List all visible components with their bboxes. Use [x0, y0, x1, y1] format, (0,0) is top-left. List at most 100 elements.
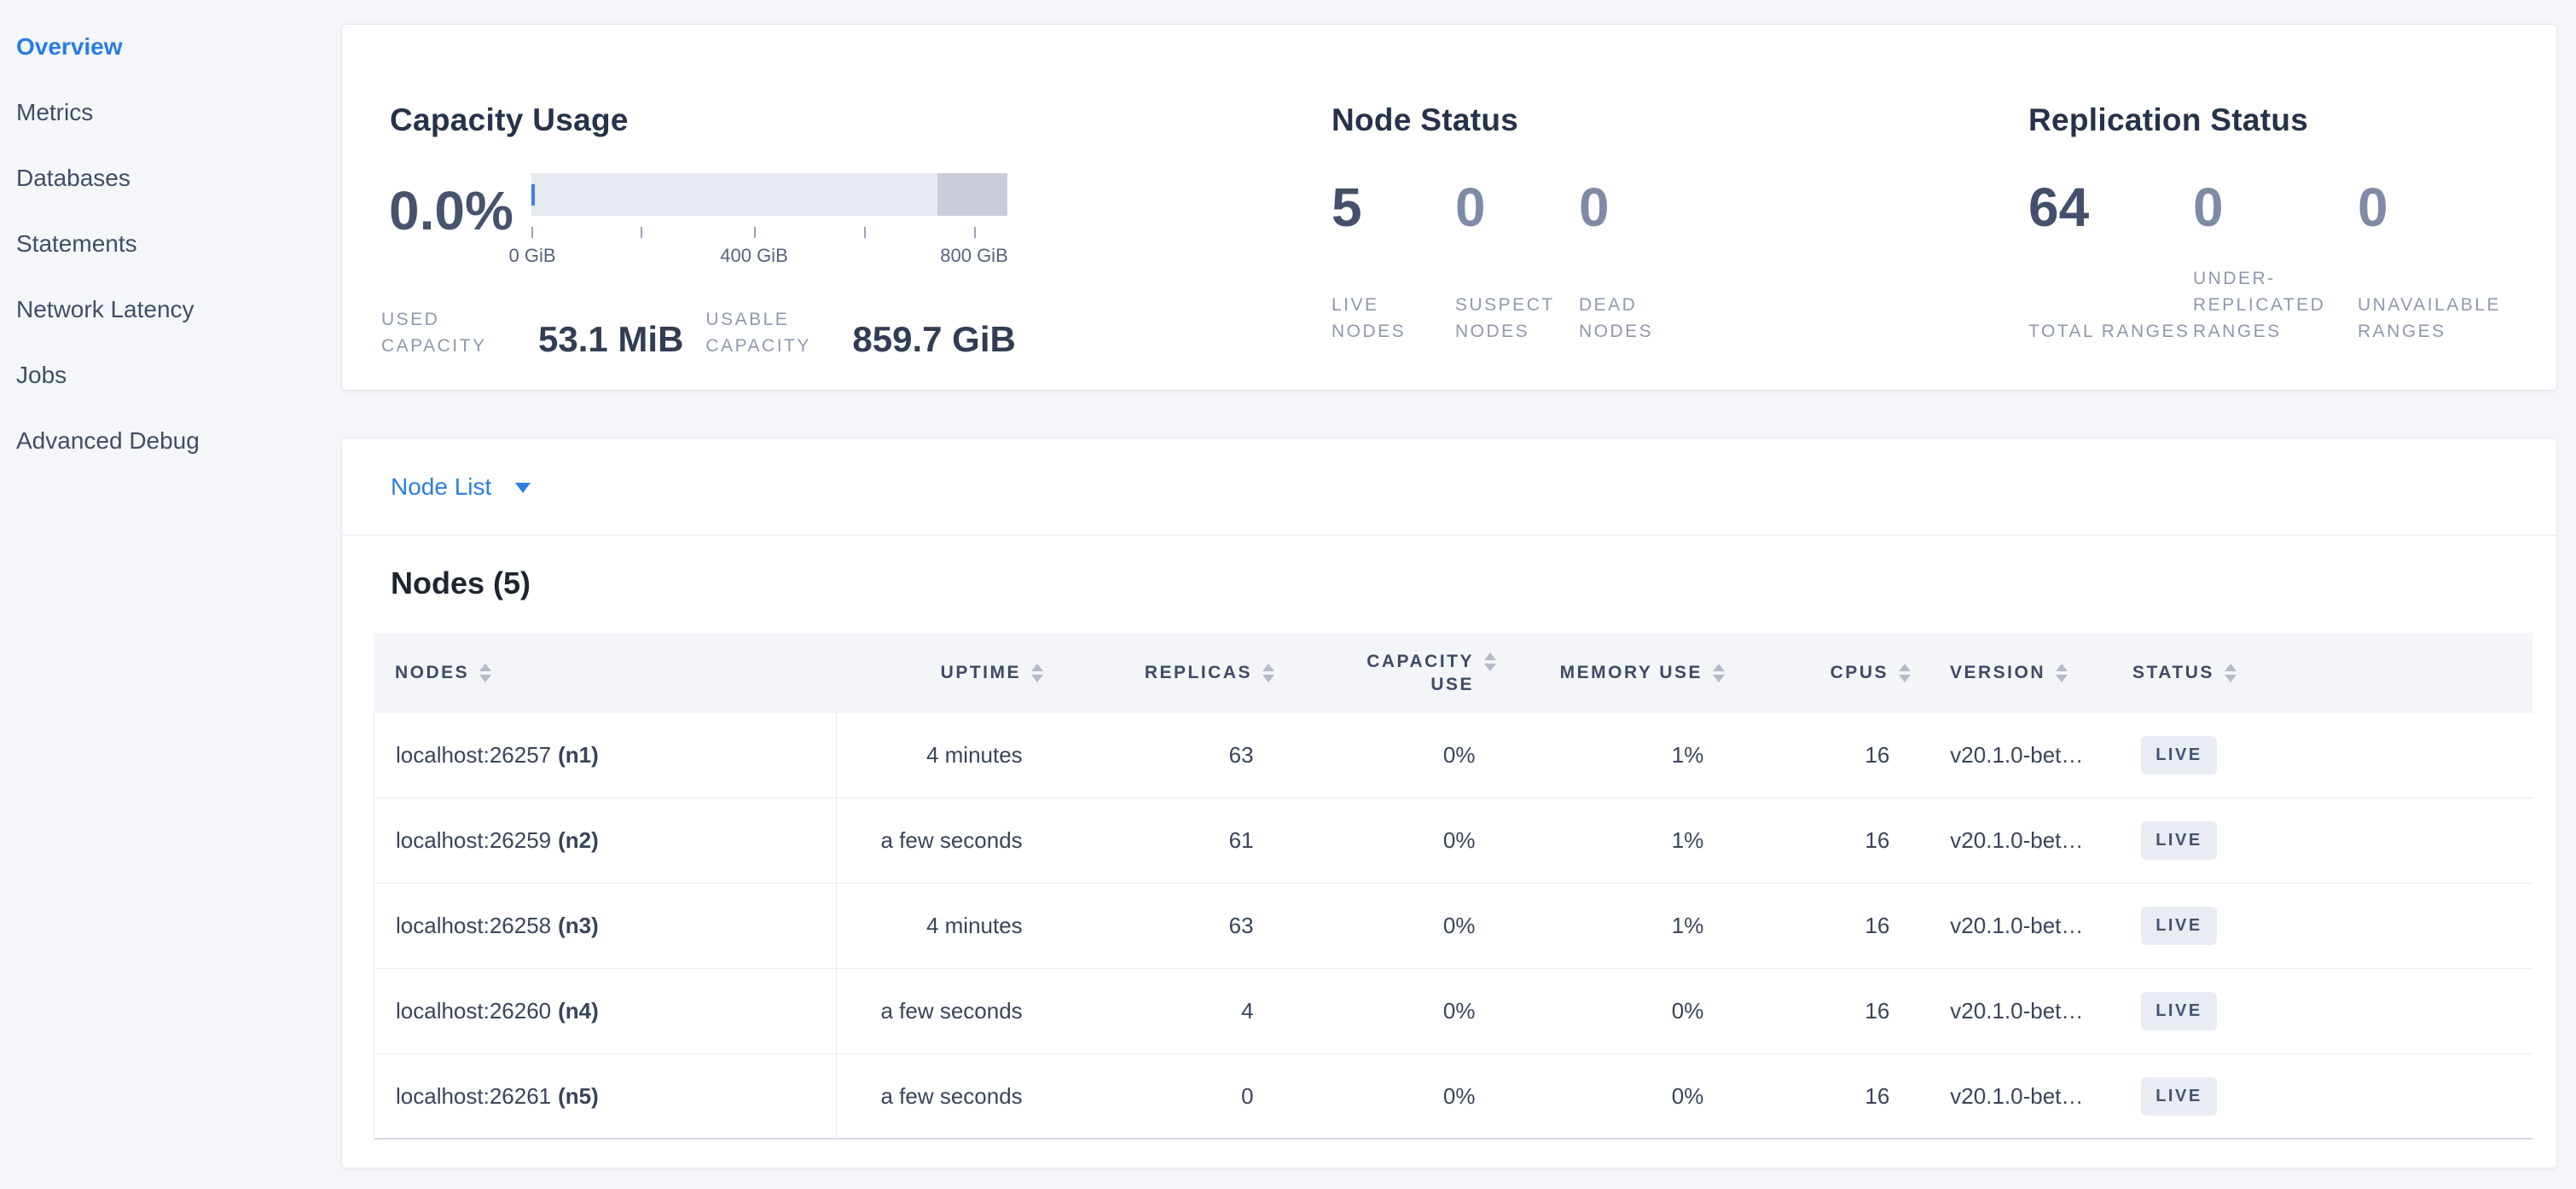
total-ranges-value: 64: [2028, 177, 2090, 238]
sort-icon: [2224, 664, 2237, 682]
uptime-cell: 4 minutes: [925, 742, 1023, 768]
replication-status-title: Replication Status: [2028, 102, 2309, 137]
column-header-capacity-use[interactable]: CAPACITY USE: [1274, 650, 1496, 696]
capacity-use-cell: 0%: [1442, 742, 1476, 768]
sidebar-item-overview[interactable]: Overview: [16, 32, 123, 60]
under-replicated-ranges-value: 0: [2193, 177, 2224, 238]
version-cell: v20.1.0-bet…: [1950, 998, 2084, 1024]
axis-tick: [864, 227, 866, 238]
node-name-cell: localhost:26259 (n2): [374, 798, 837, 884]
cpus-cell: 16: [1865, 913, 1890, 938]
sidebar-item-advanced-debug[interactable]: Advanced Debug: [16, 426, 200, 454]
cluster-summary-panel: Capacity Usage 0.0% 0 GiB 400 GiB 800 Gi…: [341, 24, 2557, 391]
column-header-replicas[interactable]: REPLICAS: [1043, 663, 1274, 683]
memory-use-cell: 0%: [1671, 1082, 1704, 1109]
memory-use-cell: 1%: [1671, 827, 1704, 853]
axis-tick: [974, 227, 976, 238]
sort-icon: [1262, 664, 1274, 682]
under-replicated-ranges-label: UNDER-REPLICATED RANGES: [2193, 269, 2326, 341]
column-header-nodes[interactable]: NODES: [374, 663, 836, 683]
chevron-down-icon: [515, 483, 531, 493]
status-cell: LIVE: [2131, 821, 2532, 860]
axis-tick: [531, 227, 533, 238]
sidebar-item-statements[interactable]: Statements: [16, 229, 137, 257]
sidebar-item-jobs[interactable]: Jobs: [16, 361, 67, 388]
usable-capacity-value: 859.7 GiB: [852, 319, 1016, 359]
capacity-bar-chart: [531, 173, 1007, 216]
column-header-label: CPUS: [1830, 663, 1888, 682]
sort-icon: [2056, 664, 2068, 682]
column-header-cpus[interactable]: CPUS: [1725, 663, 1911, 683]
status-badge: LIVE: [2141, 992, 2217, 1030]
capacity-used-percent: 0.0%: [389, 180, 513, 241]
axis-tick: [754, 227, 756, 238]
version-cell: v20.1.0-bet…: [1950, 827, 2084, 853]
node-name-cell: localhost:26261 (n5): [374, 1053, 837, 1139]
table-row[interactable]: localhost:26258 (n3) 4 minutes 63 0% 1% 1…: [374, 883, 2532, 969]
node-list-dropdown[interactable]: Node List: [391, 473, 531, 501]
sort-icon: [1484, 652, 1496, 671]
memory-use-cell: 1%: [1671, 742, 1704, 768]
cpus-cell: 16: [1865, 742, 1890, 768]
status-badge: LIVE: [2141, 1076, 2217, 1116]
capacity-axis-ticks: [531, 227, 1007, 239]
table-row[interactable]: localhost:26260 (n4) a few seconds 4 0% 0…: [374, 968, 2532, 1054]
unavailable-ranges-label: UNAVAILABLE RANGES: [2358, 295, 2501, 341]
status-cell: LIVE: [2131, 992, 2532, 1030]
column-header-version[interactable]: VERSION: [1911, 663, 2131, 683]
table-row[interactable]: localhost:26257 (n1) 4 minutes 63 0% 1% 1…: [374, 712, 2532, 798]
cpus-cell: 16: [1865, 1082, 1890, 1109]
status-cell: LIVE: [2131, 1076, 2532, 1116]
capacity-bar-unusable-segment: [937, 173, 1007, 216]
uptime-cell: 4 minutes: [925, 913, 1023, 938]
used-capacity-label: USED CAPACITY: [381, 310, 487, 356]
sidebar: Overview Metrics Databases Statements Ne…: [0, 0, 341, 1189]
sort-icon: [1899, 664, 1911, 682]
column-header-label: UPTIME: [940, 663, 1021, 682]
capacity-use-cell: 0%: [1442, 998, 1476, 1024]
uptime-cell: a few seconds: [880, 827, 1023, 853]
nodes-table-title: Nodes (5): [391, 566, 531, 600]
used-capacity-value: 53.1 MiB: [538, 319, 684, 359]
column-header-memory-use[interactable]: MEMORY USE: [1496, 663, 1725, 683]
dead-nodes-value: 0: [1579, 177, 1610, 238]
sort-icon: [1031, 664, 1043, 682]
uptime-cell: a few seconds: [880, 998, 1023, 1024]
node-name-cell: localhost:26260 (n4): [374, 968, 837, 1054]
replicas-cell: 4: [1241, 998, 1254, 1024]
status-cell: LIVE: [2131, 907, 2532, 945]
status-badge: LIVE: [2141, 736, 2217, 774]
axis-label-400: 400 GiB: [720, 245, 788, 266]
replicas-cell: 63: [1228, 913, 1254, 938]
capacity-axis-labels: 0 GiB 400 GiB 800 GiB: [508, 245, 1007, 270]
capacity-use-cell: 0%: [1442, 913, 1476, 938]
capacity-use-cell: 0%: [1442, 1082, 1476, 1109]
cpus-cell: 16: [1865, 827, 1890, 853]
sidebar-item-network-latency[interactable]: Network Latency: [16, 295, 194, 322]
axis-tick: [641, 227, 642, 238]
capacity-bar-used-marker: [531, 184, 535, 206]
version-cell: v20.1.0-bet…: [1950, 742, 2084, 768]
capacity-usage-title: Capacity Usage: [390, 102, 629, 137]
column-header-label: CAPACITY USE: [1366, 652, 1474, 694]
sidebar-item-metrics[interactable]: Metrics: [16, 98, 94, 125]
unavailable-ranges-value: 0: [2358, 177, 2388, 238]
nodes-panel: Node List Nodes (5) NODES UPTIME REPLICA…: [341, 438, 2557, 1169]
sidebar-item-databases[interactable]: Databases: [16, 164, 131, 191]
table-row[interactable]: localhost:26261 (n5) a few seconds 0 0% 0…: [374, 1053, 2532, 1140]
capacity-use-cell: 0%: [1442, 827, 1476, 853]
replication-status-labels: TOTAL RANGES UNDER-REPLICATED RANGES UNA…: [2028, 265, 2522, 345]
uptime-cell: a few seconds: [880, 1082, 1023, 1109]
column-header-uptime[interactable]: UPTIME: [836, 663, 1043, 683]
column-header-status[interactable]: STATUS: [2131, 663, 2532, 683]
replicas-cell: 61: [1228, 827, 1254, 853]
node-name-cell: localhost:26257 (n1): [374, 712, 837, 798]
table-row[interactable]: localhost:26259 (n2) a few seconds 61 0% …: [374, 798, 2532, 884]
axis-label-0: 0 GiB: [508, 245, 556, 266]
nodes-table-header: NODES UPTIME REPLICAS CAPACITY USE MEMORY…: [374, 633, 2532, 713]
node-status-title: Node Status: [1332, 102, 1519, 137]
sort-icon: [1713, 664, 1725, 682]
node-list-dropdown-label: Node List: [391, 473, 492, 500]
status-cell: LIVE: [2131, 736, 2532, 774]
